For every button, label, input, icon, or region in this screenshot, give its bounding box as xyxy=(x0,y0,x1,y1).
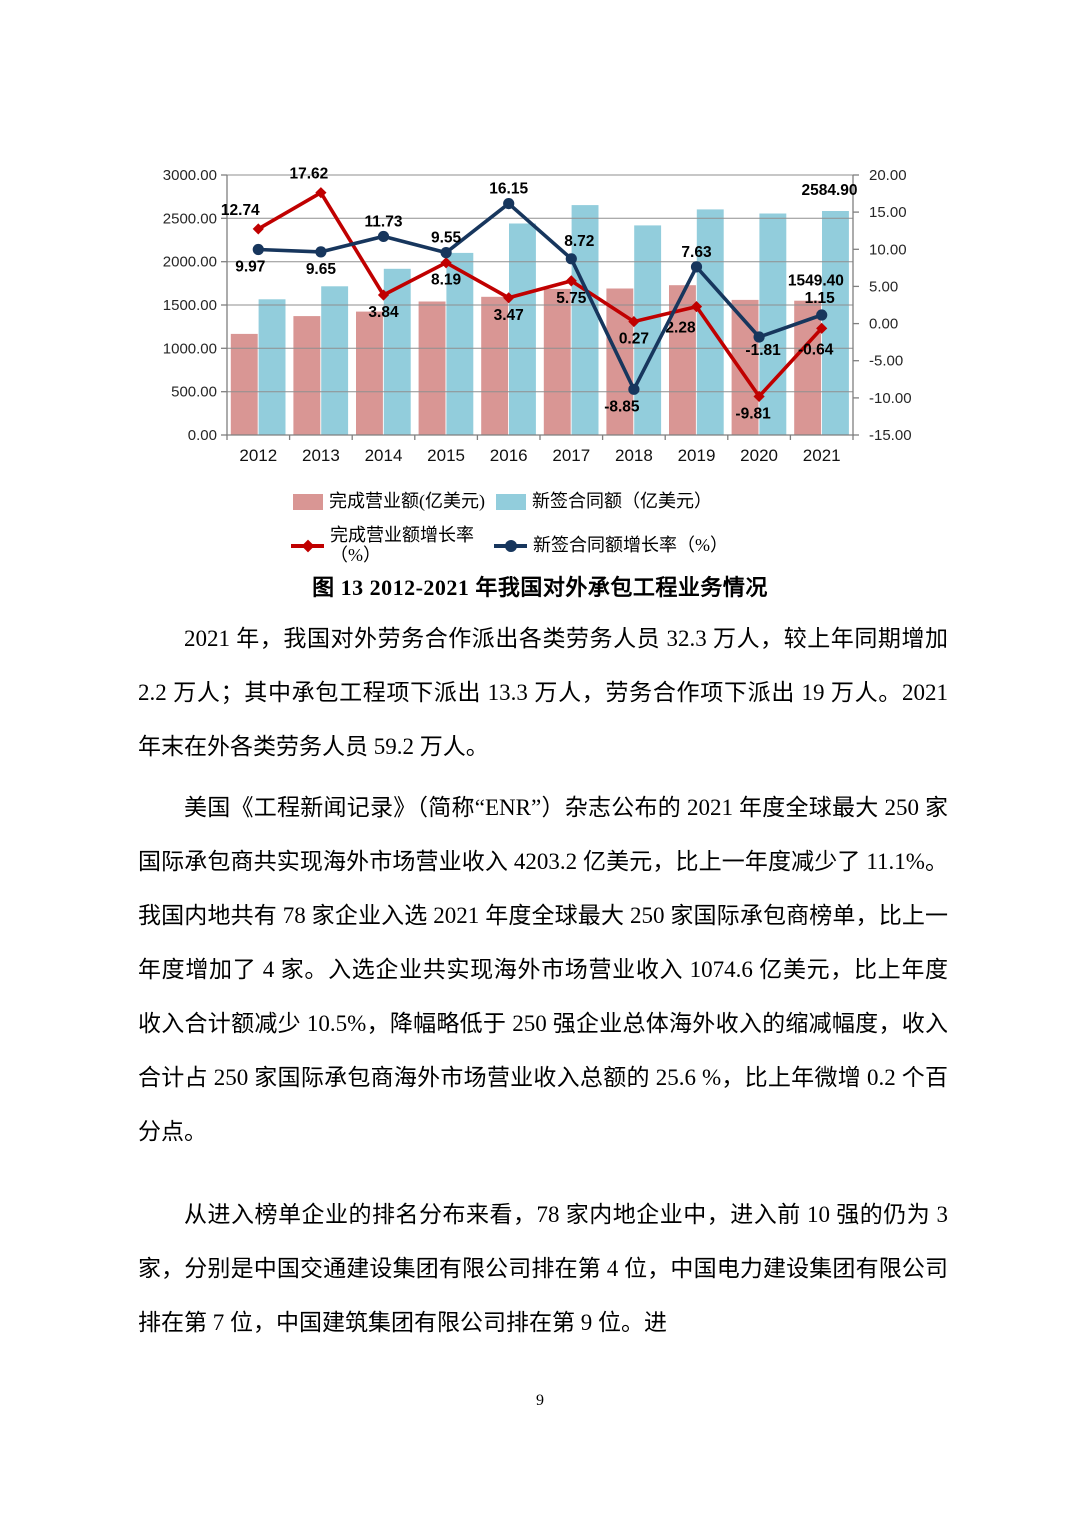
bar-series-1 xyxy=(258,205,849,435)
chart-gridlines xyxy=(227,174,853,393)
body-text: 2021 年，我国对外劳务合作派出各类劳务人员 32.3 万人，较上年同期增加 … xyxy=(138,612,948,1350)
completed-turnover-swatch-icon xyxy=(293,493,323,510)
svg-text:9.97: 9.97 xyxy=(235,259,265,276)
legend-label-new-contracts: 新签合同额（亿美元） xyxy=(532,491,712,511)
svg-text:8.19: 8.19 xyxy=(431,272,462,289)
svg-text:500.00: 500.00 xyxy=(171,384,217,401)
svg-text:2019: 2019 xyxy=(678,446,716,465)
legend-label-completed-turnover: 完成营业额(亿美元) xyxy=(329,491,485,511)
svg-text:17.62: 17.62 xyxy=(290,166,329,183)
svg-text:2016: 2016 xyxy=(490,446,528,465)
legend-item-new-contracts: 新签合同额（亿美元） xyxy=(496,491,712,512)
svg-text:7.63: 7.63 xyxy=(681,244,712,261)
svg-text:-9.81: -9.81 xyxy=(735,405,771,422)
svg-text:-10.00: -10.00 xyxy=(869,390,912,407)
svg-text:15.00: 15.00 xyxy=(869,204,907,221)
svg-text:-5.00: -5.00 xyxy=(869,353,903,370)
svg-text:8.72: 8.72 xyxy=(564,233,594,250)
svg-text:3.47: 3.47 xyxy=(494,307,524,324)
combo-chart: 3000.00 2500.00 2000.00 1500.00 1000.00 500.0… xyxy=(163,166,912,465)
svg-text:2.28: 2.28 xyxy=(665,320,696,337)
legend-label-contract-growth: 新签合同额增长率（%） xyxy=(533,534,728,555)
svg-text:-0.64: -0.64 xyxy=(798,341,834,358)
svg-text:3000.00: 3000.00 xyxy=(163,167,217,184)
legend-label-turnover-growth: 完成营业额增长率（%） xyxy=(330,524,474,565)
svg-text:9.65: 9.65 xyxy=(306,261,337,278)
right-axis-labels: 20.00 15.00 10.00 5.00 0.00 -5.00 -10.00 -15.00 xyxy=(869,167,912,444)
turnover-growth-line-icon xyxy=(291,539,324,552)
svg-text:11.73: 11.73 xyxy=(365,213,403,230)
svg-text:20.00: 20.00 xyxy=(869,167,907,184)
new-contracts-swatch-icon xyxy=(496,493,526,510)
legend-row-lines: 完成营业额增长率（%） 新签合同额增长率（%） xyxy=(125,524,955,566)
svg-text:5.75: 5.75 xyxy=(556,290,587,307)
svg-text:3.84: 3.84 xyxy=(368,304,399,321)
svg-text:0.00: 0.00 xyxy=(188,427,217,444)
paragraph-labor-cooperation: 2021 年，我国对外劳务合作派出各类劳务人员 32.3 万人，较上年同期增加 … xyxy=(138,626,948,759)
svg-text:2012: 2012 xyxy=(239,446,277,465)
svg-text:1.15: 1.15 xyxy=(805,290,836,307)
svg-text:12.74: 12.74 xyxy=(221,202,260,219)
contract-growth-line-icon xyxy=(494,539,527,552)
svg-text:1549.40: 1549.40 xyxy=(788,273,844,290)
chart-legend: 完成营业额(亿美元) 新签合同额（亿美元） 完成营业额增长率（%） 新签合同额增… xyxy=(125,486,955,565)
svg-text:5.00: 5.00 xyxy=(869,278,898,295)
figure-caption: 图 13 2012-2021 年我国对外承包工程业务情况 xyxy=(312,575,768,600)
bar-value-labels: 2584.90 1549.40 xyxy=(788,182,858,290)
svg-text:0.27: 0.27 xyxy=(619,331,649,348)
line-series-1: 9.97 9.65 11.73 9.55 16.15 8.72 -8.85 7.63 -1.81… xyxy=(235,181,835,416)
svg-text:2500.00: 2500.00 xyxy=(163,210,217,227)
svg-text:0.00: 0.00 xyxy=(869,316,898,333)
chart-axes xyxy=(221,174,859,440)
legend-item-completed-turnover: 完成营业额(亿美元) xyxy=(293,491,496,512)
svg-text:2013: 2013 xyxy=(302,446,340,465)
svg-text:1500.00: 1500.00 xyxy=(163,297,217,314)
svg-text:2018: 2018 xyxy=(615,446,653,465)
paragraph-enr-ranking: 美国《工程新闻记录》（简称“ENR”）杂志公布的 2021 年度全球最大 250… xyxy=(138,795,948,1144)
svg-text:16.15: 16.15 xyxy=(489,181,528,198)
svg-text:-15.00: -15.00 xyxy=(869,427,912,444)
svg-text:10.00: 10.00 xyxy=(869,241,907,258)
legend-item-turnover-growth: 完成营业额增长率（%） xyxy=(291,524,494,566)
svg-text:2021: 2021 xyxy=(803,446,841,465)
legend-item-contract-growth: 新签合同额增长率（%） xyxy=(494,534,728,556)
svg-text:9.55: 9.55 xyxy=(431,230,462,247)
left-axis-labels: 3000.00 2500.00 2000.00 1500.00 1000.00 500.0… xyxy=(163,167,217,444)
paragraph-top10-companies: 从进入榜单企业的排名分布来看，78 家内地企业中，进入前 10 强的仍为 3 家… xyxy=(138,1202,948,1335)
page-number: 9 xyxy=(536,1392,544,1409)
svg-text:2584.90: 2584.90 xyxy=(801,182,857,199)
x-axis-labels: 2012 2013 2014 2015 2016 2017 2018 2019 2020 2021 xyxy=(239,446,840,465)
svg-text:-1.81: -1.81 xyxy=(745,342,781,359)
svg-text:2000.00: 2000.00 xyxy=(163,254,217,271)
svg-text:2017: 2017 xyxy=(552,446,590,465)
data-labels: 12.74 17.62 3.84 8.19 3.47 5.75 0.27 2.28 -9.81 -… xyxy=(221,166,834,423)
legend-row-bars: 完成营业额(亿美元) 新签合同额（亿美元） xyxy=(125,491,955,512)
bar-series-0 xyxy=(230,285,822,435)
svg-text:2015: 2015 xyxy=(427,446,465,465)
data-labels: 9.97 9.65 11.73 9.55 16.15 8.72 -8.85 7.63 -1.81… xyxy=(235,181,835,416)
svg-text:1000.00: 1000.00 xyxy=(163,340,217,357)
svg-text:-8.85: -8.85 xyxy=(604,398,640,415)
svg-text:2020: 2020 xyxy=(740,446,778,465)
svg-text:2014: 2014 xyxy=(365,446,403,465)
